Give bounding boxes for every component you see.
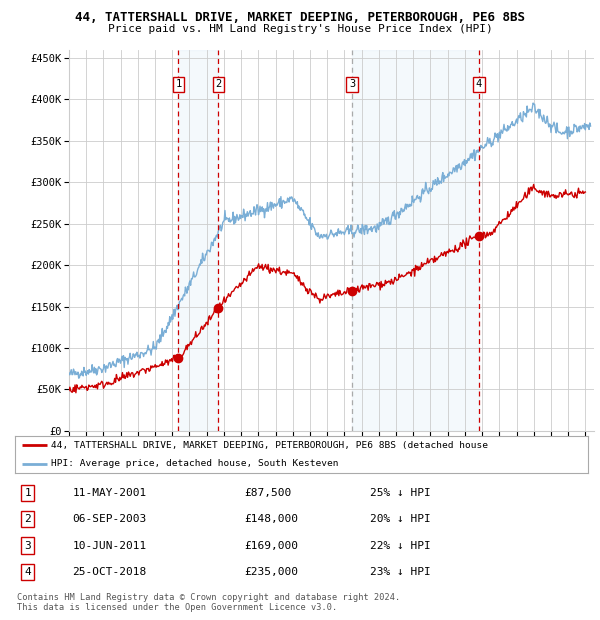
Text: 20% ↓ HPI: 20% ↓ HPI — [370, 514, 431, 524]
Text: 25% ↓ HPI: 25% ↓ HPI — [370, 488, 431, 498]
Text: 44, TATTERSHALL DRIVE, MARKET DEEPING, PETERBOROUGH, PE6 8BS: 44, TATTERSHALL DRIVE, MARKET DEEPING, P… — [75, 11, 525, 24]
Bar — [178, 50, 218, 431]
Text: 2: 2 — [24, 514, 31, 524]
Text: 4: 4 — [476, 79, 482, 89]
Bar — [352, 50, 479, 431]
Text: 23% ↓ HPI: 23% ↓ HPI — [370, 567, 431, 577]
Text: HPI: Average price, detached house, South Kesteven: HPI: Average price, detached house, Sout… — [50, 459, 338, 468]
Text: £87,500: £87,500 — [244, 488, 292, 498]
Text: 22% ↓ HPI: 22% ↓ HPI — [370, 541, 431, 551]
Text: 44, TATTERSHALL DRIVE, MARKET DEEPING, PETERBOROUGH, PE6 8BS (detached house: 44, TATTERSHALL DRIVE, MARKET DEEPING, P… — [50, 441, 488, 450]
Text: Price paid vs. HM Land Registry's House Price Index (HPI): Price paid vs. HM Land Registry's House … — [107, 24, 493, 33]
Text: 1: 1 — [24, 488, 31, 498]
Text: Contains HM Land Registry data © Crown copyright and database right 2024.
This d: Contains HM Land Registry data © Crown c… — [17, 593, 400, 612]
Text: 11-MAY-2001: 11-MAY-2001 — [73, 488, 146, 498]
Text: £148,000: £148,000 — [244, 514, 298, 524]
Text: 3: 3 — [24, 541, 31, 551]
Text: 2: 2 — [215, 79, 221, 89]
Text: 10-JUN-2011: 10-JUN-2011 — [73, 541, 146, 551]
Text: £169,000: £169,000 — [244, 541, 298, 551]
Text: £235,000: £235,000 — [244, 567, 298, 577]
Text: 06-SEP-2003: 06-SEP-2003 — [73, 514, 146, 524]
Text: 4: 4 — [24, 567, 31, 577]
Text: 25-OCT-2018: 25-OCT-2018 — [73, 567, 146, 577]
Text: 1: 1 — [175, 79, 182, 89]
Text: 3: 3 — [349, 79, 355, 89]
